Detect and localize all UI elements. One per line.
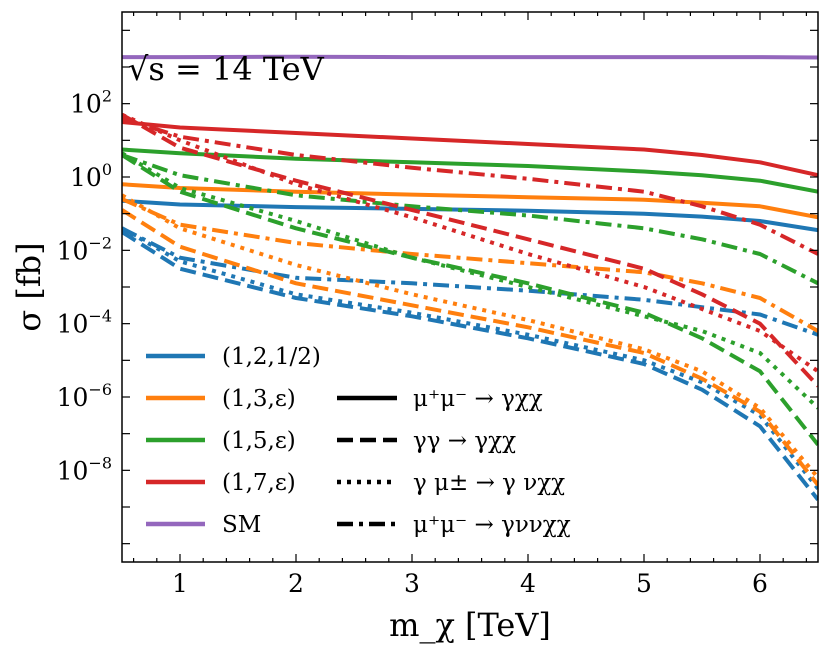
series-line-7 — [122, 197, 818, 333]
legend: (1,2,1/2) (1,3,ε) (1,5,ε) (1,7,ε) SM μ⁺μ⁻ → γ… — [146, 344, 571, 538]
x-tick-label: 5 — [636, 569, 652, 598]
legend-model-label: (1,2,1/2) — [222, 344, 321, 370]
x-axis-label: m_χ [TeV] — [389, 606, 551, 644]
series-line-1 — [122, 230, 818, 501]
series-line-9 — [122, 153, 818, 446]
series-line-2 — [122, 226, 818, 490]
y-tick-label: 100 — [70, 160, 112, 192]
series-line-12 — [122, 120, 818, 178]
series-line-16 — [122, 54, 818, 60]
legend-process-label: γγ → γχχ — [413, 428, 516, 454]
legend-model-label: (1,5,ε) — [222, 428, 296, 454]
legend-model-label: (1,3,ε) — [222, 386, 296, 412]
legend-process-label: μ⁺μ⁻ → γννχχ — [413, 512, 571, 538]
plot-area — [122, 54, 818, 501]
y-tick-label: 10−8 — [57, 453, 112, 485]
series-line-8 — [122, 147, 818, 194]
series-line-5 — [122, 208, 818, 487]
series-line-10 — [122, 151, 818, 410]
y-axis-label: σ [fb] — [10, 242, 48, 331]
series-line-15 — [122, 116, 818, 256]
energy-annotation: √s = 14 TeV — [128, 50, 325, 88]
x-tick-label: 4 — [520, 569, 536, 598]
x-tick-label: 1 — [172, 569, 188, 598]
legend-process-label: γ μ± → γ νχχ — [413, 470, 565, 496]
x-tick-label: 3 — [404, 569, 420, 598]
legend-model-label: SM — [222, 512, 261, 538]
x-tick-label: 2 — [288, 569, 304, 598]
series-line-4 — [122, 182, 818, 220]
series-line-14 — [122, 112, 818, 373]
legend-process-label: μ⁺μ⁻ → γχχ — [413, 386, 543, 412]
y-tick-label: 10−2 — [57, 233, 112, 265]
series-line-3 — [122, 226, 818, 337]
legend-model-label: (1,7,ε) — [222, 470, 296, 496]
y-tick-label: 102 — [70, 87, 112, 119]
x-tick-label: 6 — [752, 569, 768, 598]
y-tick-label: 10−4 — [57, 307, 112, 339]
series-line-0 — [122, 198, 818, 233]
series-line-11 — [122, 153, 818, 286]
series-line-13 — [122, 112, 818, 388]
axes: 1 2 3 4 5 6 10−8 10−6 10−4 10−2 100 102 m_χ [TeV] σ [… — [10, 11, 819, 644]
y-tick-label: 10−6 — [57, 380, 112, 412]
